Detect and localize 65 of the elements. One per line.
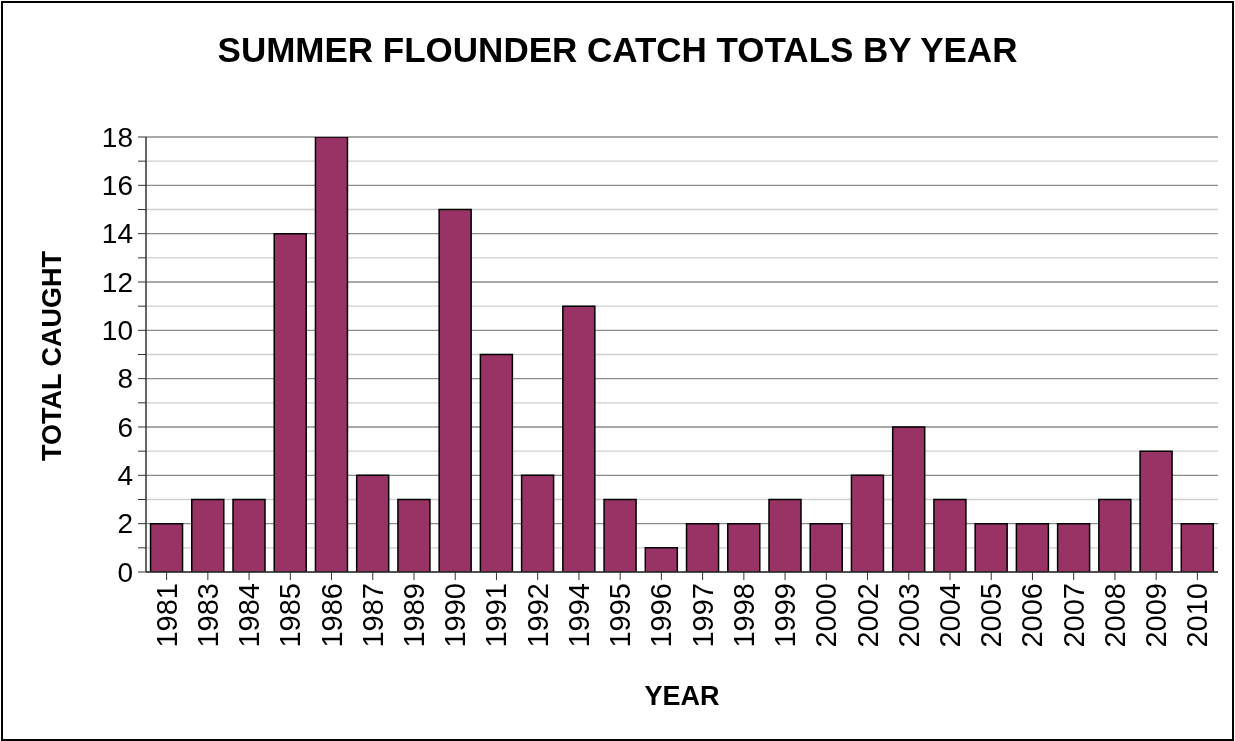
bar (685, 522, 720, 572)
bar (397, 498, 431, 572)
bar (1180, 522, 1215, 572)
x-tick-label: 2003 (892, 583, 925, 648)
x-tick-label: 2010 (1181, 583, 1214, 648)
bar (191, 498, 225, 572)
x-tick-label: 2008 (1098, 583, 1131, 648)
x-tick-label: 1994 (562, 583, 595, 648)
x-tick-label: 1987 (356, 583, 389, 648)
x-tick-label: 2006 (1016, 583, 1049, 648)
bar (1056, 522, 1091, 572)
bar (850, 474, 885, 572)
bar (1139, 450, 1173, 572)
bar (273, 232, 307, 572)
x-tick-label: 2007 (1057, 583, 1090, 648)
x-tick-label: 2009 (1140, 583, 1173, 648)
x-tick-label: 1981 (150, 583, 183, 648)
x-tick-label: 1995 (604, 583, 637, 648)
y-tick-label: 14 (101, 218, 133, 250)
x-tick-label: 1986 (315, 583, 348, 648)
x-tick-label: 1997 (686, 583, 719, 648)
bar (974, 522, 1008, 572)
bar (809, 522, 843, 572)
y-tick-label: 0 (117, 556, 133, 588)
bar (1015, 522, 1050, 572)
bar (891, 426, 926, 572)
x-tick-label: 2000 (810, 583, 843, 648)
y-axis-title: TOTAL CAUGHT (37, 251, 69, 461)
chart-title: SUMMER FLOUNDER CATCH TOTALS BY YEAR (216, 29, 1019, 71)
x-tick-label: 1983 (191, 583, 224, 648)
x-tick-label: 1984 (233, 583, 266, 648)
bar (1098, 498, 1132, 572)
x-tick-label: 1990 (439, 583, 472, 648)
y-tick-label: 18 (101, 121, 133, 153)
x-tick-label: 1998 (727, 583, 760, 648)
y-tick-label: 4 (117, 459, 133, 491)
bar (438, 208, 472, 572)
y-tick-label: 8 (117, 363, 133, 395)
x-tick-label: 1999 (769, 583, 802, 648)
bar (355, 474, 390, 572)
y-tick-label: 16 (101, 169, 133, 201)
x-tick-label: 2004 (934, 583, 966, 648)
x-tick-label: 2005 (975, 583, 1008, 648)
x-tick-label: 1996 (645, 583, 678, 648)
y-tick-label: 6 (117, 411, 133, 443)
y-tick-label: 12 (101, 266, 133, 298)
bar (149, 522, 184, 572)
bar (232, 498, 266, 572)
y-tick-label: 2 (117, 508, 133, 540)
bar (603, 498, 637, 572)
bar (768, 498, 802, 572)
y-tick-label: 10 (101, 314, 133, 346)
x-axis-title: YEAR (644, 681, 720, 713)
bar (479, 353, 514, 572)
bar (520, 474, 555, 572)
bar (314, 137, 349, 572)
x-tick-label: 1989 (398, 583, 430, 648)
x-tick-label: 1991 (480, 583, 513, 648)
bar (644, 547, 679, 572)
bar (933, 498, 967, 572)
x-tick-label: 1992 (521, 583, 554, 648)
x-tick-label: 2002 (851, 583, 884, 648)
bar (562, 305, 596, 572)
x-tick-label: 1985 (274, 583, 307, 648)
bar (727, 522, 761, 572)
